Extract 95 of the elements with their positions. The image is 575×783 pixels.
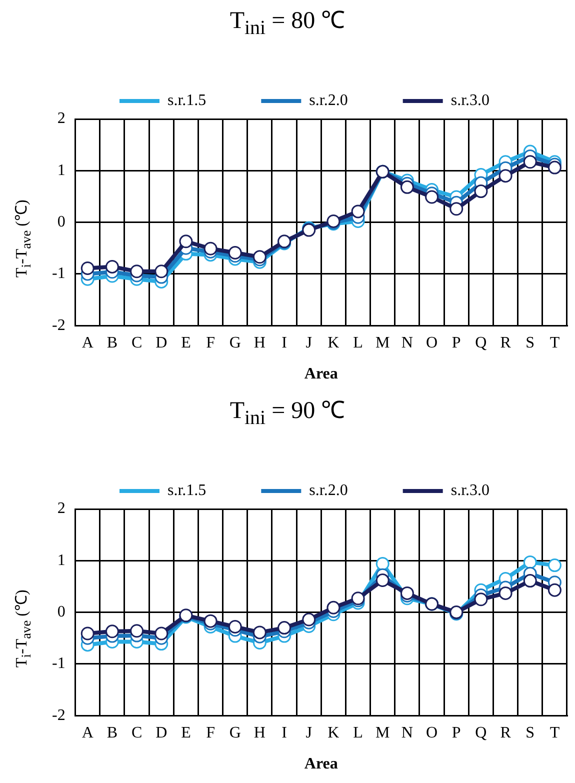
x-tick-label: J [306, 724, 312, 742]
point [130, 264, 144, 278]
chart-title: T$_{ini}$ = 90 ℃ [228, 397, 346, 429]
x-tick-label: M [376, 724, 390, 742]
point [474, 184, 488, 198]
y-tick-label: 0 [57, 214, 66, 231]
x-tick-label: S [526, 334, 535, 352]
point [179, 234, 193, 248]
x-tick-label: H [254, 724, 266, 742]
point [204, 614, 218, 628]
legend-label: s.r.1.5 [167, 92, 206, 110]
x-tick-label: N [401, 334, 414, 352]
x-tick-label: G [229, 334, 242, 352]
point [154, 626, 168, 640]
x-tick-label: I [282, 724, 287, 742]
point [80, 626, 94, 640]
x-tick-label: R [500, 334, 512, 352]
x-tick-label: A [82, 334, 94, 352]
point [80, 262, 94, 276]
x-tick-label: K [328, 724, 340, 742]
chart-title: T$_{ini}$ = 80 ℃ [228, 7, 346, 39]
x-tick-label: E [181, 724, 191, 742]
point [425, 190, 439, 204]
point [548, 583, 562, 597]
point [523, 574, 537, 588]
point [450, 202, 464, 216]
point [376, 557, 390, 570]
point [302, 612, 316, 626]
y-tick-label: 2 [57, 110, 66, 128]
x-tick-label: I [282, 334, 287, 352]
x-tick-label: H [254, 334, 266, 352]
x-tick-label: L [353, 724, 363, 742]
x-tick-label: L [353, 334, 363, 352]
point [400, 180, 414, 194]
legend-label: s.r.1.5 [167, 482, 206, 500]
x-tick-label: S [526, 724, 535, 742]
point [105, 624, 119, 638]
x-tick-label: B [106, 334, 118, 352]
x-tick-label: R [500, 724, 512, 742]
y-tick-label: -2 [52, 316, 66, 334]
x-axis-title: Area [304, 756, 338, 773]
point [376, 574, 390, 588]
point [474, 592, 488, 606]
y-tick-label: 1 [57, 162, 66, 179]
x-tick-label: P [452, 334, 461, 352]
x-tick-label: D [156, 724, 168, 742]
point [400, 586, 414, 600]
point [523, 155, 537, 169]
x-tick-label: E [181, 334, 191, 352]
x-tick-label: F [206, 334, 216, 352]
y-tick-label: 1 [57, 552, 66, 569]
x-tick-label: O [426, 724, 438, 742]
point [105, 260, 119, 274]
point [228, 246, 242, 260]
legend-label: s.r.2.0 [309, 482, 348, 500]
point [326, 600, 340, 614]
x-tick-label: C [131, 334, 142, 352]
x-tick-label: T [550, 334, 560, 352]
point [228, 620, 242, 634]
point [154, 264, 168, 278]
point [130, 624, 144, 638]
x-tick-label: N [401, 724, 414, 742]
x-tick-label: G [229, 724, 242, 742]
point [351, 204, 365, 218]
point [548, 558, 562, 572]
point [252, 250, 266, 264]
point [498, 586, 512, 600]
point [204, 242, 218, 256]
legend-label: s.r.3.0 [450, 482, 490, 500]
y-tick-label: -2 [52, 706, 66, 724]
x-tick-label: J [306, 334, 312, 352]
x-tick-label: Q [475, 334, 488, 352]
y-tick-label: 2 [57, 500, 66, 518]
x-tick-label: F [206, 724, 216, 742]
y-tick-label: -1 [52, 265, 66, 282]
x-tick-label: P [452, 724, 461, 742]
legend-label: s.r.3.0 [450, 92, 490, 110]
x-tick-label: D [156, 334, 168, 352]
point [523, 555, 537, 569]
point [548, 160, 562, 174]
x-tick-label: C [131, 724, 142, 742]
x-tick-label: B [106, 724, 118, 742]
x-tick-label: O [426, 334, 438, 352]
x-tick-label: T [550, 724, 560, 742]
point [278, 621, 292, 635]
x-tick-label: A [82, 724, 94, 742]
x-axis-title: Area [304, 366, 338, 383]
point [252, 626, 266, 640]
y-tick-label: 0 [57, 604, 66, 621]
x-tick-label: K [328, 334, 340, 352]
y-tick-label: -1 [52, 655, 66, 672]
x-tick-label: Q [475, 724, 488, 742]
point [498, 169, 512, 183]
legend-label: s.r.2.0 [309, 92, 348, 110]
x-tick-label: M [376, 334, 390, 352]
